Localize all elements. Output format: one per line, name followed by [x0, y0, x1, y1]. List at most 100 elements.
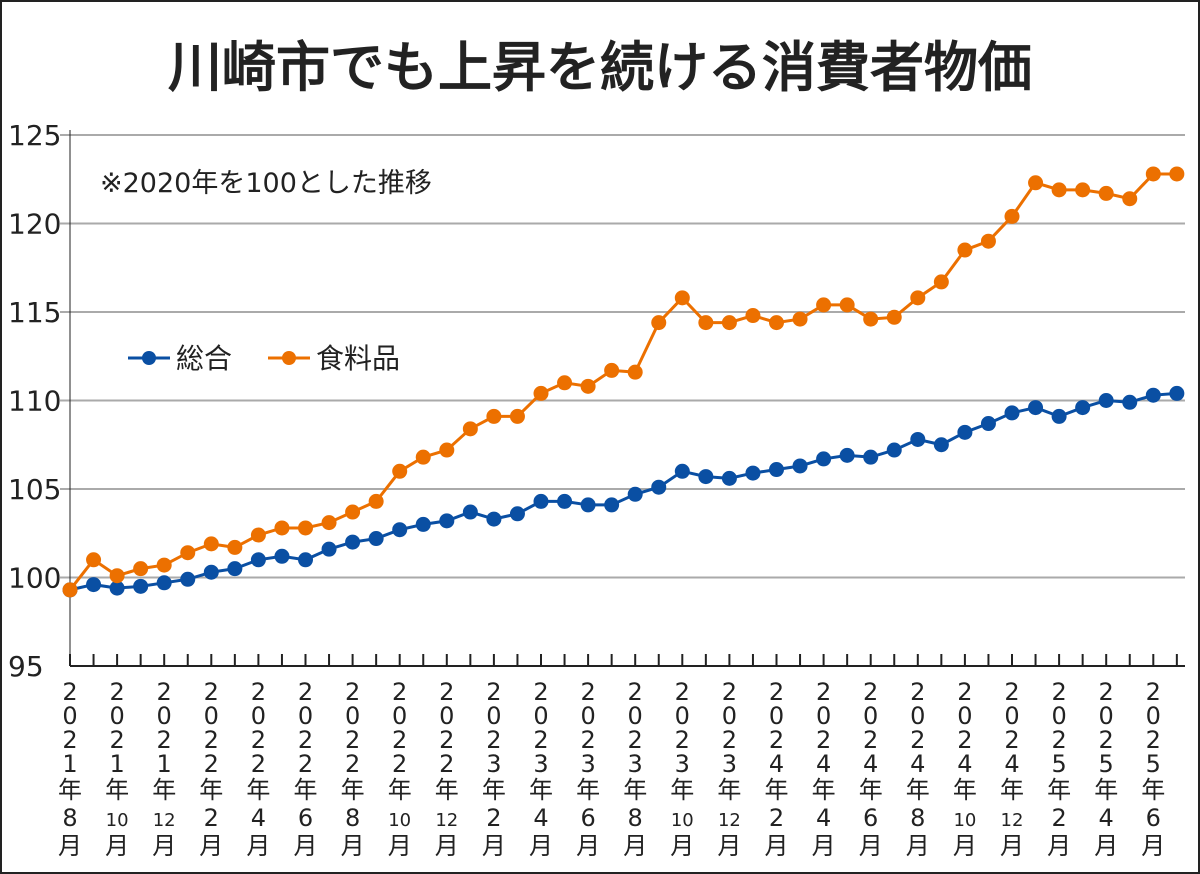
x-tick-label: 2 0 2 3 年 10 月 [670, 678, 694, 860]
data-point [509, 408, 525, 424]
x-tick-char: 年 [812, 776, 836, 804]
x-tick-char: 年 [294, 776, 318, 804]
x-tick-char: 2 [345, 678, 360, 706]
data-point [980, 416, 996, 432]
x-tick-char: 2 [109, 678, 124, 706]
x-tick-char: 月 [1141, 832, 1165, 860]
data-point [580, 378, 596, 394]
x-tick-char: 1 [62, 750, 77, 778]
x-tick-label: 2 0 2 1 年 12 月 [152, 678, 176, 860]
x-tick-char: 月 [717, 832, 741, 860]
data-point [769, 315, 784, 331]
x-tick-char: 月 [388, 832, 412, 860]
x-tick-char: 年 [152, 776, 176, 804]
x-tick-char: 年 [58, 776, 82, 804]
x-tick-char: 年 [717, 776, 741, 804]
data-point [721, 315, 737, 331]
data-point [745, 308, 761, 324]
y-tick-label: 95 [8, 650, 44, 683]
data-point [1028, 400, 1044, 416]
x-tick-char: 0 [628, 702, 643, 730]
x-tick-char: 2 [204, 726, 219, 754]
x-tick-char: 年 [1094, 776, 1118, 804]
data-point [439, 513, 455, 529]
x-tick-char: 2 [1051, 804, 1066, 832]
x-tick-char: 月 [1000, 832, 1024, 860]
legend-label-sogo: 総合 [176, 342, 232, 375]
x-tick-char: 年 [199, 776, 223, 804]
x-tick-char: 4 [863, 750, 878, 778]
data-point [698, 469, 714, 485]
x-tick-char: 0 [109, 702, 124, 730]
x-tick-char: 2 [392, 750, 407, 778]
data-point [62, 582, 78, 598]
x-tick-char: 年 [341, 776, 365, 804]
data-point [321, 515, 337, 531]
x-tick-char: 0 [580, 702, 595, 730]
x-tick-char: 10 [388, 810, 411, 831]
x-tick-char: 2 [392, 726, 407, 754]
x-tick-char: 0 [722, 702, 737, 730]
x-tick-label: 2 0 2 2 年 12 月 [435, 678, 459, 860]
x-tick-char: 0 [1146, 702, 1161, 730]
y-tick-label: 115 [8, 296, 61, 329]
x-tick-char: 2 [486, 804, 501, 832]
x-tick-char: 年 [1047, 776, 1071, 804]
data-point [156, 557, 172, 573]
data-point [910, 431, 926, 447]
data-point [392, 522, 408, 538]
x-tick-char: 0 [298, 702, 313, 730]
data-point [1169, 166, 1185, 182]
x-tick-char: 月 [765, 832, 789, 860]
data-point [698, 315, 714, 331]
x-tick-char: 2 [769, 804, 784, 832]
x-tick-char: 12 [435, 810, 458, 831]
x-tick-char: 1 [109, 750, 124, 778]
x-tick-char: 2 [345, 750, 360, 778]
x-tick-char: 月 [670, 832, 694, 860]
x-tick-char: 2 [486, 678, 501, 706]
data-point [1051, 408, 1067, 424]
data-point [1028, 175, 1044, 191]
x-tick-char: 4 [957, 750, 972, 778]
x-tick-char: 10 [106, 810, 129, 831]
x-tick-char: 2 [1146, 678, 1161, 706]
x-tick-char: 0 [533, 702, 548, 730]
x-tick-char: 2 [392, 678, 407, 706]
data-point [533, 493, 549, 509]
x-tick-char: 4 [533, 804, 548, 832]
data-point [816, 297, 832, 313]
x-tick-char: 年 [435, 776, 459, 804]
x-tick-char: 年 [388, 776, 412, 804]
data-point [415, 516, 431, 532]
x-tick-char: 月 [246, 832, 270, 860]
data-point [580, 497, 596, 513]
data-point [345, 534, 361, 550]
x-tick-char: 0 [1051, 702, 1066, 730]
data-point [1098, 393, 1114, 408]
x-tick-char: 12 [153, 810, 176, 831]
y-tick-label: 105 [8, 473, 61, 506]
x-tick-char: 月 [294, 832, 318, 860]
x-tick-char: 年 [246, 776, 270, 804]
x-tick-char: 2 [1146, 726, 1161, 754]
data-point [1122, 394, 1138, 410]
x-tick-char: 年 [576, 776, 600, 804]
x-tick-char: 6 [298, 804, 313, 832]
data-point [839, 447, 855, 463]
legend-marker-food [282, 351, 296, 365]
data-point [227, 561, 243, 577]
x-tick-char: 0 [62, 702, 77, 730]
x-tick-char: 2 [910, 726, 925, 754]
data-point [486, 408, 502, 424]
x-tick-char: 3 [722, 750, 737, 778]
x-tick-label: 2 0 2 4 年 12 月 [1000, 678, 1024, 860]
x-tick-char: 2 [157, 678, 172, 706]
data-point [368, 531, 384, 547]
x-tick-char: 年 [529, 776, 553, 804]
